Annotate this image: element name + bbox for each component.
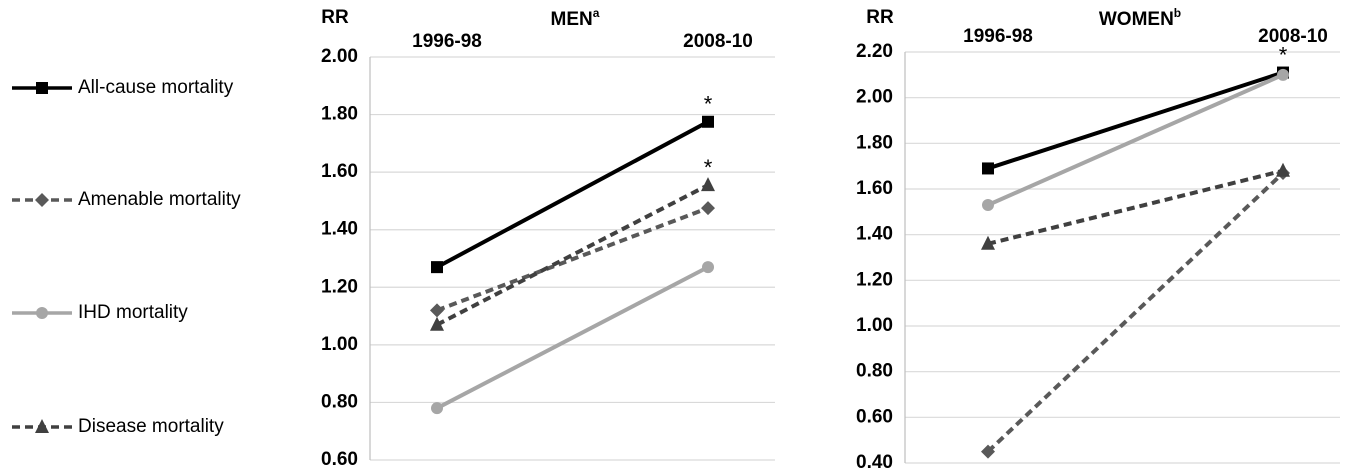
marker <box>702 261 714 274</box>
y-tick-label: 0.80 <box>856 361 893 382</box>
legend-marker <box>35 193 49 207</box>
y-axis-label: RR <box>321 7 349 28</box>
x-tick-label: 1996-98 <box>412 31 482 52</box>
series-line <box>436 265 709 410</box>
series-line <box>436 206 709 313</box>
y-tick-label: 1.40 <box>856 224 893 245</box>
chart-title: MENa <box>551 6 600 30</box>
title-text: WOMEN <box>1099 9 1174 30</box>
legend-marker <box>36 307 48 319</box>
x-tick-label: 1996-98 <box>963 26 1033 47</box>
y-tick-label: 1.00 <box>856 315 893 336</box>
y-tick-label: 1.80 <box>321 104 358 125</box>
marker <box>430 303 444 318</box>
y-tick-label: 1.80 <box>856 132 893 153</box>
series-line <box>986 171 1285 454</box>
x-tick-label: 2008-10 <box>1258 26 1328 47</box>
annotation: * <box>1279 42 1288 67</box>
series-line <box>987 70 1284 171</box>
marker <box>982 162 994 175</box>
series-line <box>987 168 1284 246</box>
y-tick-label: 0.60 <box>856 406 893 427</box>
chart-title: WOMENb <box>1099 6 1181 30</box>
y-tick-label: 2.20 <box>856 41 893 62</box>
marker <box>1277 68 1289 81</box>
legend-label: Disease mortality <box>78 416 224 437</box>
marker <box>981 444 995 459</box>
y-tick-label: 1.40 <box>321 219 358 240</box>
marker <box>430 316 444 331</box>
marker <box>431 261 443 274</box>
marker <box>982 198 994 211</box>
y-axis-label: RR <box>866 7 894 28</box>
y-tick-label: 1.60 <box>856 178 893 199</box>
legend-label: Amenable mortality <box>78 189 241 210</box>
y-tick-label: 1.20 <box>856 269 893 290</box>
marker <box>702 115 714 128</box>
legend-marker <box>35 419 49 433</box>
series-line <box>987 73 1284 207</box>
title-superscript: b <box>1174 6 1181 20</box>
annotation: * <box>704 155 713 180</box>
legend-marker <box>36 82 48 94</box>
y-tick-label: 1.20 <box>321 276 358 297</box>
y-tick-label: 0.40 <box>856 452 893 472</box>
y-tick-label: 1.60 <box>321 161 358 182</box>
marker <box>431 402 443 415</box>
legend-label: All-cause mortality <box>78 77 234 98</box>
y-tick-label: 1.00 <box>321 334 358 355</box>
y-tick-label: 0.80 <box>321 391 358 412</box>
y-tick-label: 2.00 <box>856 87 893 108</box>
annotation: * <box>704 92 713 117</box>
y-tick-label: 0.60 <box>321 449 358 470</box>
marker <box>701 177 715 192</box>
series-line <box>436 120 709 269</box>
y-tick-label: 2.00 <box>321 46 358 67</box>
title-superscript: a <box>593 6 600 20</box>
x-tick-label: 2008-10 <box>683 31 753 52</box>
title-text: MEN <box>551 9 593 30</box>
legend-label: IHD mortality <box>78 302 188 323</box>
marker <box>1276 162 1290 177</box>
series-line <box>436 183 709 327</box>
marker <box>701 201 715 216</box>
marker <box>981 235 995 250</box>
